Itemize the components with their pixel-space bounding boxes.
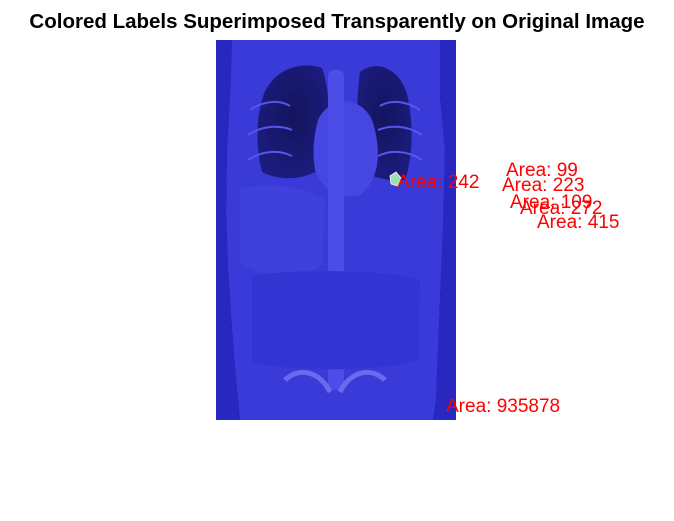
rib-marks [247, 100, 423, 161]
area-label-223: Area: 223 [502, 175, 585, 196]
pelvis [283, 369, 387, 394]
area-label-99: Area: 99 [506, 160, 578, 181]
figure-title: Colored Labels Superimposed Transparentl… [29, 10, 645, 33]
area-label-242: Area: 242 [397, 172, 480, 193]
area-label-935878: Area: 935878 [446, 396, 561, 417]
area-label-109: Area: 109 [510, 192, 593, 213]
left-lung [257, 65, 330, 179]
liver-region [240, 185, 325, 276]
right-arm [433, 40, 456, 420]
area-label-415: Area: 415 [537, 212, 620, 233]
left-arm [216, 40, 240, 420]
small-region-marker [389, 171, 402, 187]
heart-region [313, 101, 378, 197]
abdomen-region [252, 271, 420, 370]
area-label-272: Area: 272 [520, 198, 603, 219]
